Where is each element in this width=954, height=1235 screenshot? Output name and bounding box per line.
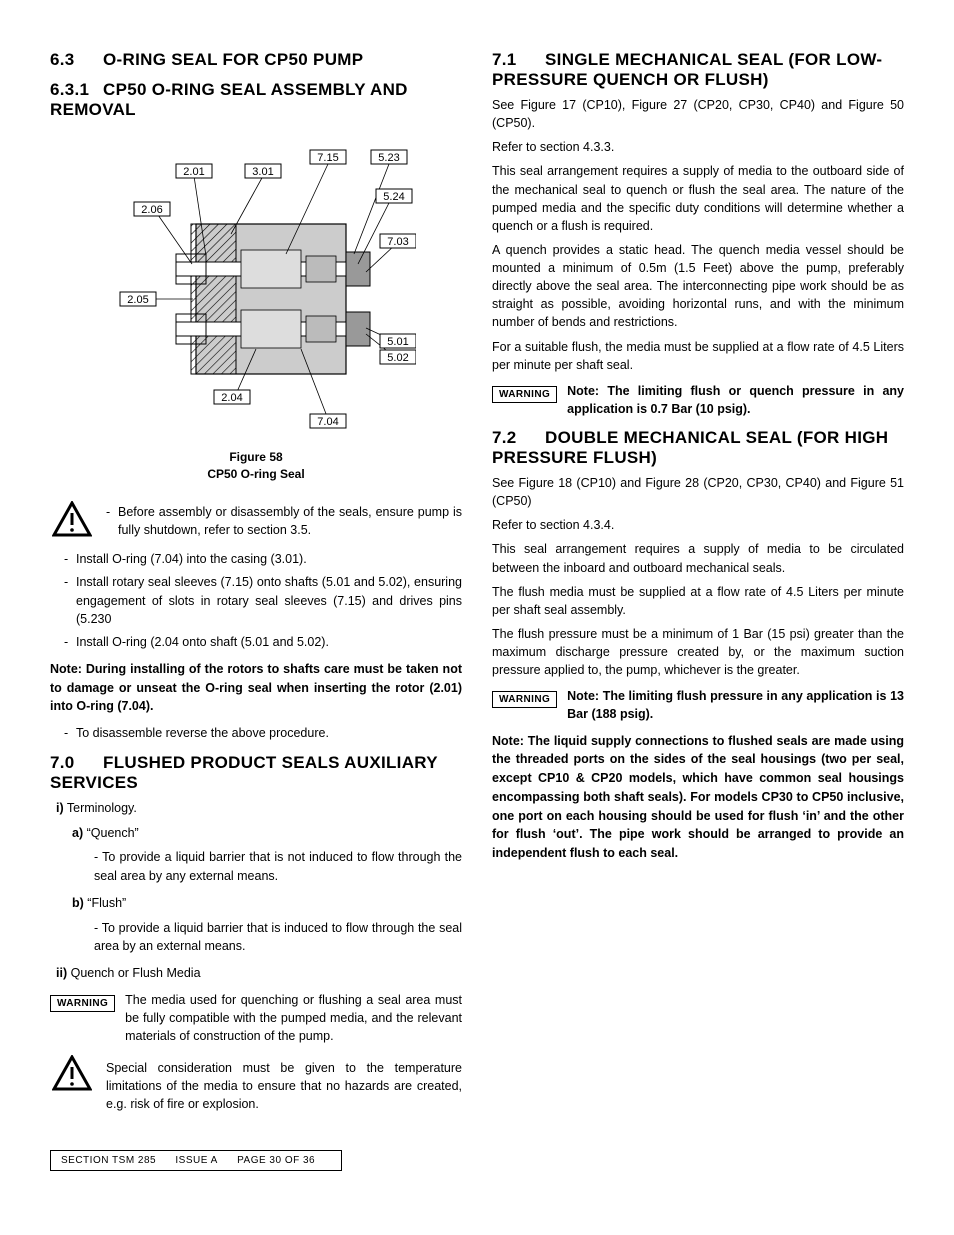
p72-2: Refer to section 4.3.4.	[492, 516, 904, 534]
warning-72: WARNING Note: The limiting flush pressur…	[492, 687, 904, 723]
p72-3: This seal arrangement requires a supply …	[492, 540, 904, 576]
warning-row-1: Before assembly or disassembly of the se…	[50, 499, 462, 545]
heading-title: DOUBLE MECHANICAL SEAL (FOR HIGH PRESSUR…	[492, 428, 888, 467]
warning-row-temp: Special consideration must be given to t…	[50, 1053, 462, 1119]
warning-label: WARNING	[50, 995, 115, 1012]
bullet-2: Install rotary seal sleeves (7.15) onto …	[64, 573, 462, 629]
enum-b: b) “Flush”	[72, 894, 462, 913]
svg-text:5.02: 5.02	[387, 352, 408, 364]
p71-1: See Figure 17 (CP10), Figure 27 (CP20, C…	[492, 96, 904, 132]
p71-3: This seal arrangement requires a supply …	[492, 162, 904, 235]
figure-58: 2.01 3.01 7.15 5.23 2.06 5.24 7.03 2.05 …	[50, 134, 462, 439]
heading-num: 7.0	[50, 753, 98, 773]
caution-triangle-icon	[50, 499, 94, 537]
left-column: 6.3 O-RING SEAL FOR CP50 PUMP 6.3.1 CP50…	[50, 40, 462, 1126]
warning-media-compat: WARNING The media used for quenching or …	[50, 991, 462, 1045]
heading-6-3: 6.3 O-RING SEAL FOR CP50 PUMP	[50, 50, 462, 70]
enum-b-lbl: b)	[72, 896, 84, 910]
heading-7-1: 7.1 SINGLE MECHANICAL SEAL (FOR LOW-PRES…	[492, 50, 904, 90]
heading-7-0: 7.0 FLUSHED PRODUCT SEALS AUXILIARY SERV…	[50, 753, 462, 793]
heading-num: 6.3.1	[50, 80, 98, 100]
install-note: Note: During installing of the rotors to…	[50, 660, 462, 716]
enum-i-txt: Terminology.	[67, 801, 137, 815]
install-steps: Install O-ring (7.04) into the casing (3…	[50, 550, 462, 652]
enum-ii-txt: Quench or Flush Media	[71, 966, 201, 980]
p71-4: A quench provides a static head. The que…	[492, 241, 904, 332]
warning-temp-text: Special consideration must be given to t…	[106, 1059, 462, 1113]
warning-label: WARNING	[492, 386, 557, 403]
fig-caption-l1: Figure 58	[229, 450, 282, 464]
page-footer: SECTION TSM 285 ISSUE A PAGE 30 OF 36	[50, 1150, 342, 1171]
bullet-disassemble: To disassemble reverse the above procedu…	[64, 724, 462, 743]
footer-section: SECTION TSM 285	[61, 1155, 156, 1166]
enum-a: a) “Quench”	[72, 824, 462, 843]
note-72: Note: The liquid supply connections to f…	[492, 732, 904, 863]
svg-text:2.04: 2.04	[221, 392, 242, 404]
enum-b-txt: “Flush”	[87, 896, 126, 910]
enum-ii: ii) Quench or Flush Media	[56, 964, 462, 983]
warning-72-text: Note: The limiting flush pressure in any…	[567, 687, 904, 723]
figure-caption: Figure 58 CP50 O-ring Seal	[50, 449, 462, 483]
heading-title: FLUSHED PRODUCT SEALS AUXILIARY SERVICES	[50, 753, 438, 792]
svg-text:2.06: 2.06	[141, 204, 162, 216]
warning-label: WARNING	[492, 691, 557, 708]
warning-media-text: The media used for quenching or flushing…	[125, 991, 462, 1045]
heading-6-3-1: 6.3.1 CP50 O-RING SEAL ASSEMBLY AND REMO…	[50, 80, 462, 120]
enum-ii-lbl: ii)	[56, 966, 67, 980]
footer-page: PAGE 30 OF 36	[237, 1155, 315, 1166]
bullet-3: Install O-ring (2.04 onto shaft (5.01 an…	[64, 633, 462, 652]
svg-text:5.01: 5.01	[387, 336, 408, 348]
heading-num: 7.1	[492, 50, 540, 70]
two-column-layout: 6.3 O-RING SEAL FOR CP50 PUMP 6.3.1 CP50…	[50, 40, 904, 1126]
bullet-1: Install O-ring (7.04) into the casing (3…	[64, 550, 462, 569]
right-column: 7.1 SINGLE MECHANICAL SEAL (FOR LOW-PRES…	[492, 40, 904, 1126]
warning-71-text: Note: The limiting flush or quench press…	[567, 382, 904, 418]
svg-text:5.24: 5.24	[383, 191, 404, 203]
heading-num: 6.3	[50, 50, 98, 70]
svg-text:5.23: 5.23	[378, 152, 399, 164]
enum-a-txt: “Quench”	[87, 826, 139, 840]
cp50-diagram: 2.01 3.01 7.15 5.23 2.06 5.24 7.03 2.05 …	[96, 134, 416, 434]
svg-text:7.03: 7.03	[387, 236, 408, 248]
heading-title: SINGLE MECHANICAL SEAL (FOR LOW-PRESSURE…	[492, 50, 882, 89]
footer-issue: ISSUE A	[175, 1155, 217, 1166]
p72-1: See Figure 18 (CP10) and Figure 28 (CP20…	[492, 474, 904, 510]
p72-4: The flush media must be supplied at a fl…	[492, 583, 904, 619]
svg-text:7.15: 7.15	[317, 152, 338, 164]
disassemble-step: To disassemble reverse the above procedu…	[50, 724, 462, 743]
svg-text:2.05: 2.05	[127, 294, 148, 306]
fig-caption-l2: CP50 O-ring Seal	[207, 467, 304, 481]
heading-title: CP50 O-RING SEAL ASSEMBLY AND REMOVAL	[50, 80, 408, 119]
svg-text:2.01: 2.01	[183, 166, 204, 178]
p71-2: Refer to section 4.3.3.	[492, 138, 904, 156]
p72-5: The flush pressure must be a minimum of …	[492, 625, 904, 679]
svg-text:7.04: 7.04	[317, 416, 338, 428]
svg-text:3.01: 3.01	[252, 166, 273, 178]
enum-i-lbl: i)	[56, 801, 64, 815]
heading-7-2: 7.2 DOUBLE MECHANICAL SEAL (FOR HIGH PRE…	[492, 428, 904, 468]
p71-5: For a suitable flush, the media must be …	[492, 338, 904, 374]
enum-a-dash: - To provide a liquid barrier that is no…	[94, 848, 462, 886]
enum-b-dash: - To provide a liquid barrier that is in…	[94, 919, 462, 957]
heading-num: 7.2	[492, 428, 540, 448]
warn1-text: Before assembly or disassembly of the se…	[106, 503, 462, 541]
heading-title: O-RING SEAL FOR CP50 PUMP	[103, 50, 363, 69]
enum-i: i) Terminology.	[56, 799, 462, 818]
enum-a-lbl: a)	[72, 826, 83, 840]
warning-71: WARNING Note: The limiting flush or quen…	[492, 382, 904, 418]
caution-triangle-icon	[50, 1053, 94, 1091]
